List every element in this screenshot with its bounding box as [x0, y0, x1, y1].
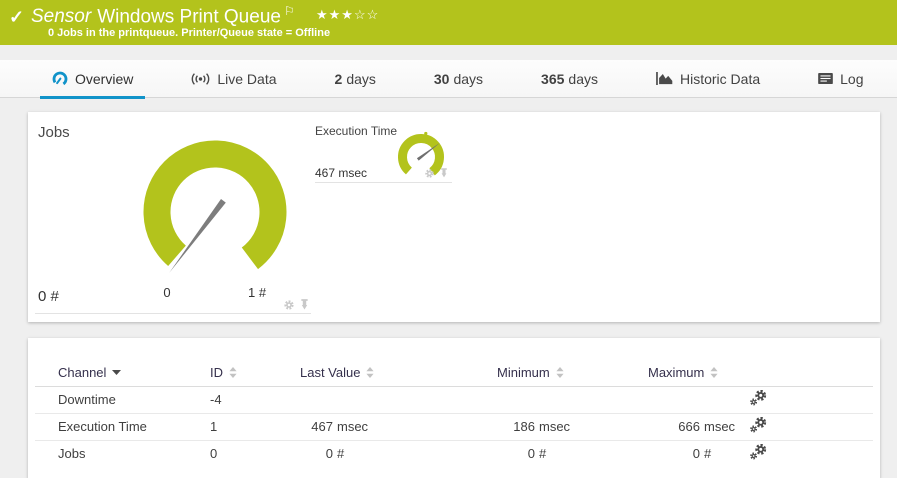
tab-label: Historic Data	[679, 70, 761, 87]
channel-maximum: 666 msec	[648, 412, 750, 440]
execution-time-gauge	[398, 131, 444, 176]
jobs-gauge	[143, 140, 287, 273]
column-header-maximum[interactable]: Maximum	[648, 360, 750, 387]
gauge-max-marker	[424, 131, 428, 136]
page-title: Windows Print Queue	[97, 6, 281, 28]
channel-id: 0	[210, 439, 300, 467]
sort-icon	[366, 367, 374, 378]
flag-icon[interactable]: ⚐	[283, 4, 295, 18]
table-row: Jobs 0 0 # 0 # 0 #	[35, 439, 873, 467]
execution-time-value: 467 msec	[315, 166, 368, 180]
gauge-min-label: 0	[163, 285, 171, 300]
column-header-actions	[750, 360, 873, 387]
channel-maximum: 0 #	[648, 439, 750, 467]
sensor-kind-label: Sensor	[31, 6, 92, 28]
log-icon	[818, 73, 833, 84]
channel-last-value	[300, 386, 497, 413]
channel-name[interactable]: Jobs	[35, 439, 210, 467]
channel-name[interactable]: Execution Time	[35, 412, 210, 440]
gauge-max-label: 1 #	[248, 285, 267, 300]
channel-name[interactable]: Downtime	[58, 392, 116, 407]
priority-stars[interactable]: ★★★☆☆	[316, 7, 380, 23]
tab-bar: Overview Live Data 2 days 30 days 365 days …	[0, 60, 897, 99]
gauge-arc	[398, 134, 444, 176]
execution-time-title: Execution Time	[315, 124, 398, 138]
channel-settings-gears-icon[interactable]	[750, 390, 767, 406]
gauge-arc	[143, 140, 287, 270]
tab-live-data[interactable]: Live Data	[179, 60, 288, 98]
jobs-current-value: 0 #	[38, 288, 59, 305]
sort-icon	[229, 367, 237, 378]
sensor-status-message: 0 Jobs in the printqueue. Printer/Queue …	[48, 27, 331, 39]
execution-time-gauge-widget: Execution Time 467 msec	[315, 120, 452, 183]
channel-settings-gears-icon[interactable]	[750, 417, 767, 433]
gear-icon[interactable]	[283, 299, 295, 311]
pin-icon[interactable]	[300, 298, 309, 311]
tab-2-days[interactable]: 2 days	[334, 70, 376, 87]
channel-table: Channel ID Last Value Minimum Maximu	[35, 360, 873, 467]
status-ok-check-icon: ✓	[9, 7, 25, 27]
pin-icon[interactable]	[440, 167, 448, 179]
table-row: Execution Time 1 467 msec 186 msec 666 msec	[35, 412, 873, 440]
channel-table-panel: Channel ID Last Value Minimum Maximu	[28, 338, 880, 478]
column-header-last-value[interactable]: Last Value	[300, 360, 497, 387]
chart-icon	[656, 72, 673, 85]
tab-log[interactable]: Log	[806, 60, 875, 98]
gauge-needle	[416, 142, 441, 161]
tab-365-days[interactable]: 365 days	[541, 70, 598, 87]
channel-minimum: 186 msec	[497, 412, 648, 440]
sort-icon	[710, 367, 718, 378]
channel-minimum: 0 #	[497, 439, 648, 467]
jobs-gauge-widget: Jobs 0 1 # 0 #	[35, 118, 311, 314]
channel-last-value: 0 #	[300, 439, 497, 467]
gauge-icon	[52, 71, 68, 87]
table-row: Downtime -4	[35, 386, 873, 413]
tab-label: Live Data	[217, 70, 277, 87]
tab-historic-data[interactable]: Historic Data	[644, 60, 772, 98]
gauges-panel: Jobs 0 1 # 0 # Execution Time 467 msec	[28, 112, 880, 322]
tab-label: Log	[840, 70, 864, 87]
column-header-channel[interactable]: Channel	[35, 360, 210, 387]
gear-icon[interactable]	[424, 168, 435, 179]
jobs-gauge-title: Jobs	[38, 124, 70, 141]
sensor-status-bar: ✓ Sensor Windows Print Queue ⚐ ★★★☆☆ 0 Job…	[0, 0, 897, 45]
tab-label: Overview	[75, 70, 134, 87]
channel-id: 1	[210, 412, 300, 440]
channel-last-value: 467 msec	[300, 412, 497, 440]
tab-overview[interactable]: Overview	[40, 60, 146, 99]
sensor-title-line: Sensor Windows Print Queue ⚐ ★★★☆☆	[31, 4, 379, 28]
sort-icon	[556, 367, 564, 378]
tab-30-days[interactable]: 30 days	[433, 70, 484, 87]
gauge-needle	[169, 199, 226, 273]
broadcast-icon	[191, 72, 210, 86]
channel-maximum	[648, 386, 750, 413]
table-header-row: Channel ID Last Value Minimum Maximu	[35, 360, 873, 387]
column-header-id[interactable]: ID	[210, 360, 300, 387]
channel-minimum	[497, 386, 648, 413]
sort-down-icon	[112, 370, 121, 375]
channel-id: -4	[210, 392, 222, 407]
column-header-minimum[interactable]: Minimum	[497, 360, 648, 387]
channel-settings-gears-icon[interactable]	[750, 444, 767, 460]
